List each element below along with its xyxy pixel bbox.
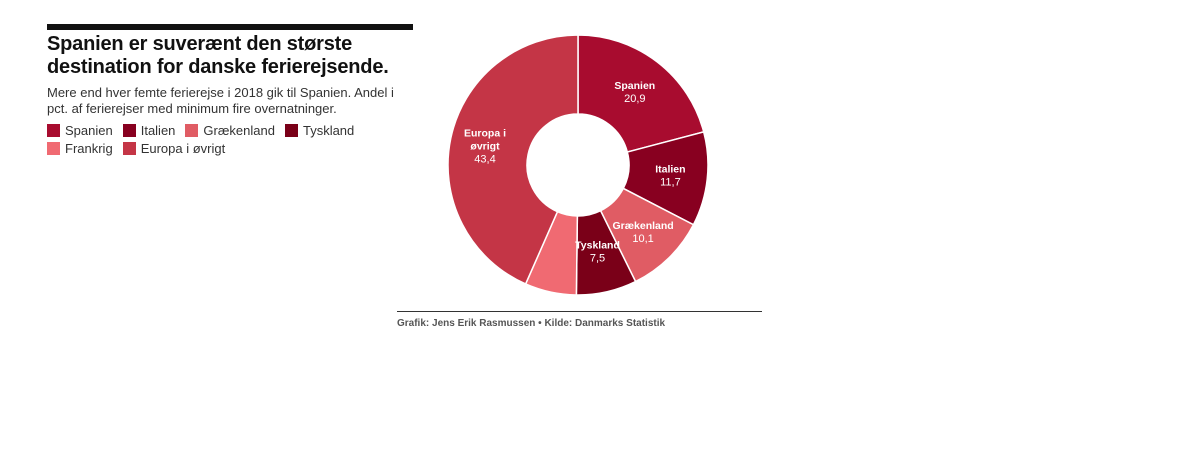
legend-item: Spanien	[47, 123, 113, 138]
slice-label-name: Grækenland	[612, 220, 673, 232]
slice-label-name: Spanien	[614, 80, 655, 92]
legend-label: Italien	[140, 123, 176, 138]
legend-item: Europa i øvrigt	[122, 141, 226, 156]
footer-rule	[397, 311, 762, 312]
legend-swatch	[47, 124, 60, 137]
slice-label-value: 43,4	[474, 153, 495, 165]
legend-swatch	[122, 142, 136, 155]
slice-label-name: Europa i	[464, 127, 506, 139]
legend-swatch	[284, 124, 298, 137]
chart-subtitle: Mere end hver femte ferierejse i 2018 gi…	[47, 85, 394, 116]
slice-label-value: 10,1	[632, 233, 653, 245]
legend-swatch	[47, 142, 60, 155]
source-credit: Grafik: Jens Erik Rasmussen • Kilde: Dan…	[397, 318, 666, 329]
legend-label: Grækenland	[203, 123, 275, 138]
slice-label-value: 20,9	[624, 93, 645, 105]
slice-label-value: 11,7	[660, 177, 681, 189]
legend-label: Europa i øvrigt	[140, 141, 226, 156]
title-rule	[47, 24, 413, 30]
legend-item: Tyskland	[284, 123, 355, 138]
legend-item: Grækenland	[185, 123, 275, 138]
legend-label: Tyskland	[302, 123, 355, 138]
legend-item: Italien	[122, 123, 176, 138]
legend-swatch	[122, 124, 136, 137]
legend: Spanien Italien Grækenland Tyskland Frankrig…	[47, 123, 417, 156]
legend-swatch	[185, 124, 199, 137]
chart-title: Spanien er suverænt den største destinat…	[47, 33, 389, 78]
legend-label: Frankrig	[65, 141, 113, 156]
slice-europa-i-ovrigt	[447, 34, 579, 285]
slice-spanien	[577, 34, 705, 153]
legend-label: Spanien	[65, 123, 113, 138]
slice-label-name: øvrigt	[470, 140, 500, 152]
slice-label-name: Tyskland	[575, 239, 620, 251]
legend-item: Frankrig	[47, 141, 113, 156]
slice-label-value: 7,5	[590, 252, 605, 264]
slice-label-name: Italien	[655, 164, 685, 176]
